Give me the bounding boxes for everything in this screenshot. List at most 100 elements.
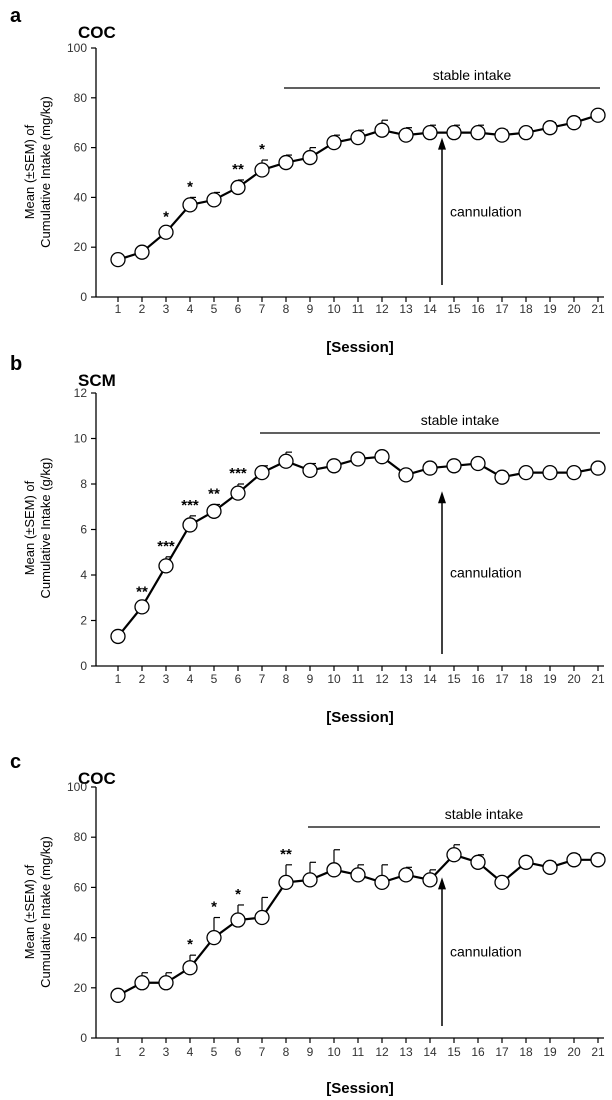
x-tick-label: 12 (375, 302, 389, 316)
data-point (398, 867, 414, 883)
data-point (350, 867, 366, 883)
data-point (494, 469, 510, 485)
x-tick-label: 8 (283, 1045, 290, 1059)
data-point (542, 859, 558, 875)
y-tick-label: 4 (80, 568, 87, 582)
x-tick-label: 16 (471, 302, 485, 316)
y-tick-label: 0 (80, 659, 87, 673)
x-tick-label: 1 (115, 302, 122, 316)
x-tick-label: 20 (567, 1045, 581, 1059)
panel-letter: a (10, 5, 22, 27)
x-tick-label: 6 (235, 672, 242, 686)
significance-marker: ** (136, 583, 148, 600)
cannulation-arrow-head (438, 877, 446, 890)
data-point (374, 122, 390, 138)
x-tick-label: 11 (352, 672, 365, 686)
x-tick-label: 11 (352, 302, 365, 316)
x-tick-label: 18 (519, 1045, 533, 1059)
x-tick-label: 19 (543, 302, 557, 316)
y-axis-title: Mean (±SEM) ofCumulative Intake (mg/kg) (22, 96, 53, 248)
data-point (590, 460, 606, 476)
data-point (470, 125, 486, 141)
data-point (278, 453, 294, 469)
data-point (470, 854, 486, 870)
stable-intake-label: stable intake (421, 412, 500, 428)
drug-label: SCM (78, 371, 116, 390)
data-point (422, 460, 438, 476)
x-axis-title: [Session] (326, 709, 394, 726)
data-point (158, 558, 174, 574)
y-tick-label: 100 (67, 41, 87, 55)
significance-marker: * (187, 936, 193, 953)
x-axis-title: [Session] (326, 339, 394, 356)
x-tick-label: 5 (211, 302, 218, 316)
x-tick-label: 7 (259, 672, 266, 686)
data-point (350, 451, 366, 467)
x-tick-label: 10 (327, 302, 341, 316)
y-tick-label: 20 (74, 981, 88, 995)
x-tick-label: 1 (115, 672, 122, 686)
panel-letter: c (10, 751, 21, 773)
x-tick-label: 13 (399, 302, 413, 316)
data-point (182, 960, 198, 976)
cannulation-label: cannulation (450, 203, 522, 219)
data-point (302, 149, 318, 166)
x-tick-label: 5 (211, 1045, 218, 1059)
data-point (158, 975, 174, 991)
data-point (566, 115, 582, 131)
data-point (206, 929, 222, 946)
data-point (398, 127, 414, 143)
y-tick-label: 12 (74, 386, 88, 400)
y-axis-title-line: Mean (±SEM) of (22, 864, 37, 959)
x-tick-label: 2 (139, 672, 146, 686)
data-point (182, 517, 198, 533)
x-tick-label: 20 (567, 302, 581, 316)
x-tick-label: 5 (211, 672, 218, 686)
data-point (422, 125, 438, 141)
data-point (518, 125, 534, 141)
y-axis-title: Mean (±SEM) ofCumulative Intake (g/kg) (22, 458, 53, 599)
data-point (542, 464, 558, 481)
data-point (374, 449, 390, 465)
data-point (590, 852, 606, 868)
x-tick-label: 10 (327, 1045, 341, 1059)
cannulation-arrow-head (438, 137, 446, 150)
significance-marker: *** (229, 465, 247, 482)
y-tick-label: 40 (74, 931, 88, 945)
x-tick-label: 4 (187, 1045, 194, 1059)
data-point (494, 874, 510, 891)
y-tick-label: 8 (80, 477, 87, 491)
y-axis-title-line: Cumulative Intake (mg/kg) (38, 836, 53, 988)
data-point (230, 485, 246, 501)
x-tick-label: 15 (447, 302, 461, 316)
significance-marker: * (187, 178, 193, 195)
y-axis-title: Mean (±SEM) ofCumulative Intake (mg/kg) (22, 836, 53, 988)
data-point (134, 975, 150, 991)
data-point (566, 852, 582, 868)
y-axis-title-line: Mean (±SEM) of (22, 480, 37, 575)
x-tick-label: 12 (375, 672, 389, 686)
data-point (110, 628, 126, 645)
drug-label: COC (78, 769, 116, 788)
x-tick-label: 16 (471, 672, 485, 686)
y-tick-label: 20 (74, 240, 88, 254)
significance-marker: * (235, 886, 241, 903)
x-tick-label: 15 (447, 672, 461, 686)
significance-marker: ** (208, 485, 220, 502)
x-tick-label: 2 (139, 302, 146, 316)
x-tick-label: 16 (471, 1045, 485, 1059)
x-tick-label: 13 (399, 672, 413, 686)
data-point (446, 847, 462, 863)
data-point (182, 197, 198, 213)
y-tick-label: 80 (74, 830, 88, 844)
y-tick-label: 6 (80, 523, 87, 537)
x-tick-label: 2 (139, 1045, 146, 1059)
x-tick-label: 18 (519, 302, 533, 316)
series-line (117, 455, 599, 638)
data-point (374, 874, 390, 891)
x-tick-label: 7 (259, 302, 266, 316)
x-tick-label: 20 (567, 672, 581, 686)
data-point (518, 854, 534, 870)
cannulation-label: cannulation (450, 565, 522, 581)
significance-marker: *** (181, 497, 199, 514)
